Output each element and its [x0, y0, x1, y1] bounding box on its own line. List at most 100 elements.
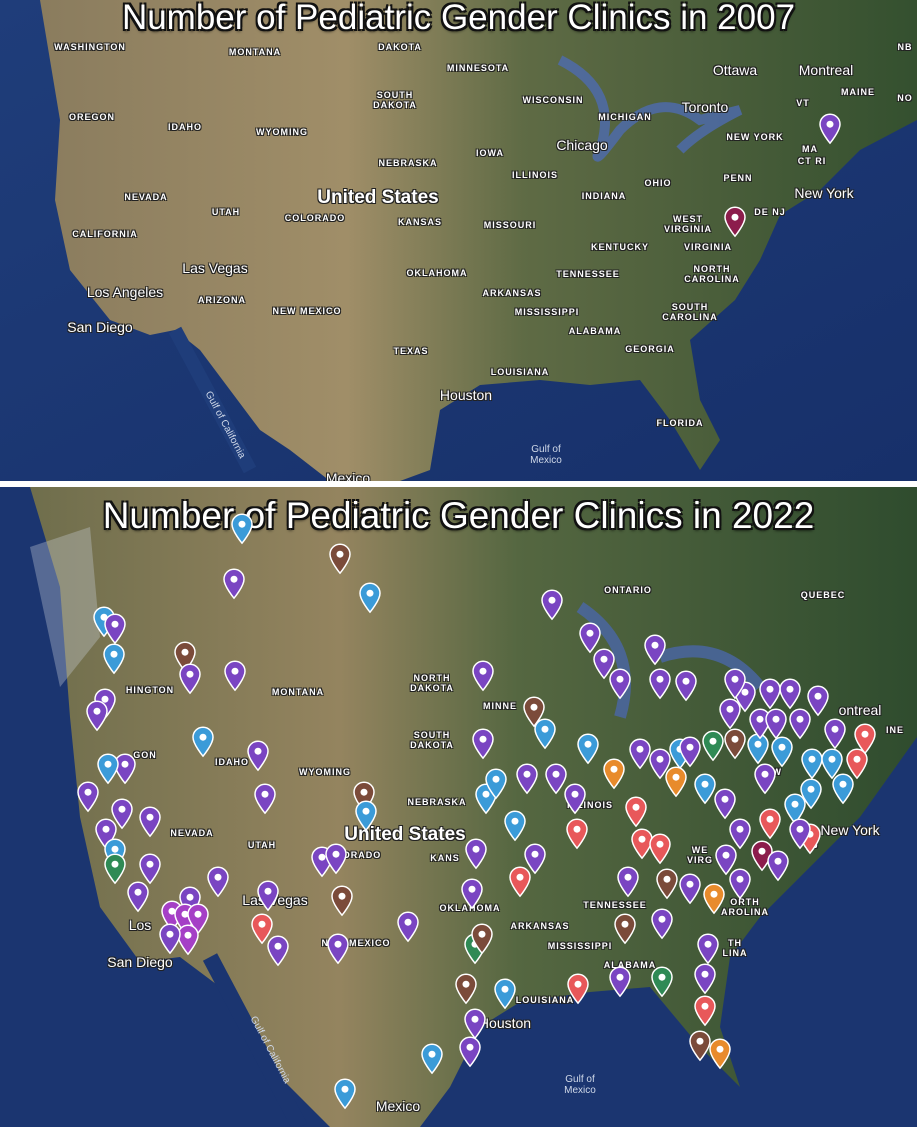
blue-clinic-marker-icon[interactable]	[783, 792, 807, 825]
brown-clinic-marker-icon[interactable]	[613, 912, 637, 945]
purple-clinic-marker-icon[interactable]	[464, 837, 488, 870]
purple-clinic-marker-icon[interactable]	[113, 752, 137, 785]
red-clinic-marker-icon[interactable]	[565, 817, 589, 850]
purple-clinic-marker-icon[interactable]	[222, 567, 246, 600]
purple-clinic-marker-icon[interactable]	[206, 865, 230, 898]
purple-clinic-marker-icon[interactable]	[324, 842, 348, 875]
green-clinic-marker-icon[interactable]	[701, 729, 725, 762]
purple-clinic-marker-icon[interactable]	[678, 872, 702, 905]
purple-clinic-marker-icon[interactable]	[693, 962, 717, 995]
purple-clinic-marker-icon[interactable]	[471, 659, 495, 692]
blue-clinic-marker-icon[interactable]	[693, 772, 717, 805]
blue-clinic-marker-icon[interactable]	[230, 512, 254, 545]
purple-clinic-marker-icon[interactable]	[648, 747, 672, 780]
blue-clinic-marker-icon[interactable]	[820, 747, 844, 780]
purple-clinic-marker-icon[interactable]	[648, 667, 672, 700]
purple-clinic-marker-icon[interactable]	[764, 707, 788, 740]
red-clinic-marker-icon[interactable]	[853, 722, 877, 755]
purple-clinic-marker-icon[interactable]	[103, 612, 127, 645]
purple-clinic-marker-icon[interactable]	[674, 669, 698, 702]
blue-clinic-marker-icon[interactable]	[484, 767, 508, 800]
red-clinic-marker-icon[interactable]	[630, 827, 654, 860]
purple-clinic-marker-icon[interactable]	[544, 762, 568, 795]
purple-clinic-marker-icon[interactable]	[643, 633, 667, 666]
blue-clinic-marker-icon[interactable]	[831, 772, 855, 805]
blue-clinic-marker-icon[interactable]	[493, 977, 517, 1010]
purple-clinic-marker-icon[interactable]	[540, 588, 564, 621]
purple-clinic-marker-icon[interactable]	[460, 877, 484, 910]
red-clinic-marker-icon[interactable]	[250, 912, 274, 945]
red-clinic-marker-icon[interactable]	[693, 994, 717, 1027]
blue-clinic-marker-icon[interactable]	[420, 1042, 444, 1075]
purple-clinic-marker-icon[interactable]	[76, 780, 100, 813]
purple-clinic-marker-icon[interactable]	[138, 852, 162, 885]
purple-clinic-marker-icon[interactable]	[266, 934, 290, 967]
blue-clinic-marker-icon[interactable]	[770, 735, 794, 768]
purple-clinic-marker-icon[interactable]	[396, 910, 420, 943]
purple-clinic-marker-icon[interactable]	[110, 797, 134, 830]
magenta-clinic-marker-icon[interactable]	[176, 923, 200, 956]
purple-clinic-marker-icon[interactable]	[246, 739, 270, 772]
blue-clinic-marker-icon[interactable]	[576, 732, 600, 765]
purple-clinic-marker-icon[interactable]	[766, 849, 790, 882]
purple-clinic-marker-icon[interactable]	[178, 662, 202, 695]
orange-clinic-marker-icon[interactable]	[702, 882, 726, 915]
purple-clinic-marker-icon[interactable]	[592, 647, 616, 680]
green-clinic-marker-icon[interactable]	[103, 852, 127, 885]
purple-clinic-marker-icon[interactable]	[678, 735, 702, 768]
brown-clinic-marker-icon[interactable]	[330, 884, 354, 917]
brown-clinic-marker-icon[interactable]	[688, 1029, 712, 1062]
red-clinic-marker-icon[interactable]	[624, 795, 648, 828]
purple-clinic-marker-icon[interactable]	[728, 817, 752, 850]
brown-clinic-marker-icon[interactable]	[454, 972, 478, 1005]
brown-clinic-marker-icon[interactable]	[328, 542, 352, 575]
purple-clinic-marker-icon[interactable]	[523, 842, 547, 875]
blue-clinic-marker-icon[interactable]	[191, 725, 215, 758]
purple-clinic-marker-icon[interactable]	[608, 965, 632, 998]
purple-clinic-marker-icon[interactable]	[463, 1007, 487, 1040]
maroon-clinic-marker-icon[interactable]	[723, 205, 747, 238]
blue-clinic-marker-icon[interactable]	[333, 1077, 357, 1110]
purple-clinic-marker-icon[interactable]	[723, 667, 747, 700]
red-clinic-marker-icon[interactable]	[758, 807, 782, 840]
purple-clinic-marker-icon[interactable]	[806, 684, 830, 717]
blue-clinic-marker-icon[interactable]	[533, 717, 557, 750]
blue-clinic-marker-icon[interactable]	[102, 642, 126, 675]
purple-clinic-marker-icon[interactable]	[458, 1035, 482, 1068]
purple-clinic-marker-icon[interactable]	[696, 932, 720, 965]
purple-clinic-marker-icon[interactable]	[788, 817, 812, 850]
purple-clinic-marker-icon[interactable]	[85, 699, 109, 732]
orange-clinic-marker-icon[interactable]	[664, 765, 688, 798]
blue-clinic-marker-icon[interactable]	[354, 799, 378, 832]
purple-clinic-marker-icon[interactable]	[758, 677, 782, 710]
blue-clinic-marker-icon[interactable]	[358, 581, 382, 614]
purple-clinic-marker-icon[interactable]	[608, 667, 632, 700]
purple-clinic-marker-icon[interactable]	[158, 922, 182, 955]
purple-clinic-marker-icon[interactable]	[713, 787, 737, 820]
purple-clinic-marker-icon[interactable]	[253, 782, 277, 815]
purple-clinic-marker-icon[interactable]	[628, 737, 652, 770]
purple-clinic-marker-icon[interactable]	[515, 762, 539, 795]
red-clinic-marker-icon[interactable]	[508, 865, 532, 898]
red-clinic-marker-icon[interactable]	[566, 972, 590, 1005]
purple-clinic-marker-icon[interactable]	[126, 880, 150, 913]
purple-clinic-marker-icon[interactable]	[563, 782, 587, 815]
red-clinic-marker-icon[interactable]	[648, 832, 672, 865]
orange-clinic-marker-icon[interactable]	[708, 1037, 732, 1070]
purple-clinic-marker-icon[interactable]	[578, 621, 602, 654]
purple-clinic-marker-icon[interactable]	[138, 805, 162, 838]
purple-clinic-marker-icon[interactable]	[788, 707, 812, 740]
purple-clinic-marker-icon[interactable]	[823, 717, 847, 750]
purple-clinic-marker-icon[interactable]	[223, 659, 247, 692]
blue-clinic-marker-icon[interactable]	[800, 747, 824, 780]
brown-clinic-marker-icon[interactable]	[723, 727, 747, 760]
purple-clinic-marker-icon[interactable]	[818, 112, 842, 145]
orange-clinic-marker-icon[interactable]	[602, 757, 626, 790]
purple-clinic-marker-icon[interactable]	[471, 727, 495, 760]
brown-clinic-marker-icon[interactable]	[655, 867, 679, 900]
blue-clinic-marker-icon[interactable]	[503, 809, 527, 842]
blue-clinic-marker-icon[interactable]	[799, 777, 823, 810]
purple-clinic-marker-icon[interactable]	[718, 697, 742, 730]
purple-clinic-marker-icon[interactable]	[778, 677, 802, 710]
blue-clinic-marker-icon[interactable]	[96, 752, 120, 785]
